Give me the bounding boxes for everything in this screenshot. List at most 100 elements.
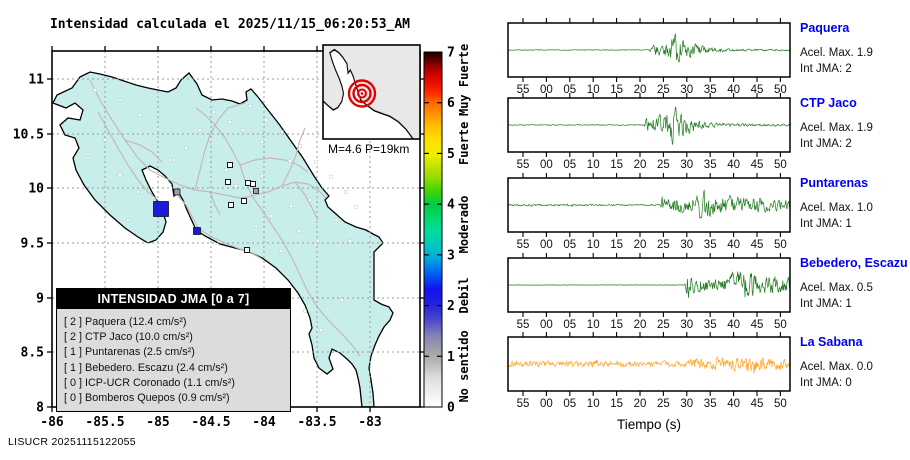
panel-x-tick-label: 25 xyxy=(657,239,670,251)
map-y-tick-label: 10.5 xyxy=(13,128,44,143)
panel-x-tick-label: 00 xyxy=(540,319,553,331)
magnitude-depth-label: M=4.6 P=19km xyxy=(328,142,409,156)
panel-x-tick-label: 30 xyxy=(680,159,693,171)
panel-x-tick-label: 00 xyxy=(540,239,553,251)
legend-entry: [ 2 ] CTP Jaco (10.0 cm/s²) xyxy=(64,331,193,344)
seismogram-trace-2 xyxy=(508,189,790,220)
colorbar-tick-label: 5 xyxy=(447,147,455,162)
panel-x-tick-label: 25 xyxy=(657,398,670,410)
station-dot xyxy=(126,218,130,222)
station-dot xyxy=(264,118,268,122)
station-dot xyxy=(234,184,238,188)
station-marker-int1 xyxy=(173,188,181,196)
panel-x-tick-label: 55 xyxy=(517,159,530,171)
intensity-legend: INTENSIDAD JMA [0 a 7] [ 2 ] Paquera (12… xyxy=(56,288,291,413)
panel-x-tick-label: 55 xyxy=(517,319,530,331)
station-acel-max: Acel. Max. 1.9 xyxy=(800,47,873,59)
panel-x-tick-label: 05 xyxy=(563,398,576,410)
panel-x-tick-label: 10 xyxy=(587,319,600,331)
station-dot xyxy=(103,138,107,142)
panel-x-tick-label: 50 xyxy=(774,84,787,96)
legend-entry: [ 0 ] Bomberos Quepos (0.9 cm/s²) xyxy=(64,392,230,405)
panel-x-tick-label: 20 xyxy=(634,398,647,410)
legend-title: INTENSIDAD JMA [0 a 7] xyxy=(57,289,290,309)
epicenter-icon xyxy=(352,83,372,104)
panel-x-tick-label: 40 xyxy=(727,239,740,251)
map-y-tick-label: 9 xyxy=(36,292,44,307)
panel-frame xyxy=(507,177,791,233)
map-x-tick-label: -84.5 xyxy=(191,415,230,430)
panel-x-tick-label: 10 xyxy=(587,159,600,171)
panel-x-tick-label: 25 xyxy=(657,159,670,171)
intensity-map: -86 -85.5 -85 -84.5 -84 -83.5 -831110.5109.598… xyxy=(13,44,471,430)
station-dot xyxy=(298,144,302,148)
panel-x-tick-label: 10 xyxy=(587,239,600,251)
panel-x-tick-label: 50 xyxy=(774,319,787,331)
panel-x-tick-label: 40 xyxy=(727,319,740,331)
station-dot xyxy=(138,113,142,117)
panel-x-tick-label: 05 xyxy=(563,239,576,251)
road-line xyxy=(281,127,306,187)
map-y-tick-label: 8.5 xyxy=(21,346,44,361)
panel-x-tick-label: 45 xyxy=(751,398,764,410)
legend-entry: [ 1 ] Bebedero. Escazu (2.4 cm/s²) xyxy=(64,361,228,374)
panel-x-tick-label: 05 xyxy=(563,159,576,171)
map-x-tick-label: -83.5 xyxy=(297,415,336,430)
road-line xyxy=(209,191,221,216)
station-dot xyxy=(314,160,318,164)
panel-x-tick-label: 35 xyxy=(704,398,717,410)
road-line xyxy=(251,195,361,357)
road-line xyxy=(89,79,253,199)
legend-entry: [ 2 ] Paquera (12.4 cm/s²) xyxy=(64,316,187,328)
station-acel-max: Acel. Max. 0.0 xyxy=(800,361,873,373)
road-line xyxy=(194,102,246,191)
map-x-tick-label: -86 xyxy=(40,415,64,430)
map-x-tick-label: -85 xyxy=(146,415,169,430)
station-dot xyxy=(348,239,352,243)
road-line xyxy=(195,107,253,197)
station-dot xyxy=(289,204,293,208)
station-dot xyxy=(184,146,188,150)
station-marker-open xyxy=(228,202,234,208)
station-dot xyxy=(329,175,333,179)
panel-x-tick-label: 25 xyxy=(657,319,670,331)
page-title: Intensidad calculada el 2025/11/15_06:20… xyxy=(49,17,411,32)
station-marker-open xyxy=(244,247,250,253)
station-dot xyxy=(228,120,232,124)
panel-x-tick-label: 00 xyxy=(540,159,553,171)
station-name: Bebedero, Escazu xyxy=(800,256,908,270)
panel-x-tick-label: 35 xyxy=(704,84,717,96)
panel-x-tick-label: 30 xyxy=(680,239,693,251)
map-y-tick-label: 11 xyxy=(28,73,44,88)
panel-frame xyxy=(507,336,791,392)
panel-x-tick-label: 10 xyxy=(587,84,600,96)
station-dot xyxy=(354,205,358,209)
x-axis-label: Tiempo (s) xyxy=(617,417,681,432)
panel-x-tick-label: 35 xyxy=(704,239,717,251)
station-int-jma: Int JMA: 0 xyxy=(800,377,852,389)
seismogram-panels: 55 00 05 10 15 20 25 30 35 40 45 50 Paquera Acel. Max… xyxy=(507,18,908,432)
station-dot xyxy=(303,309,307,313)
colorbar-tick-label: 0 xyxy=(447,401,455,416)
panel-x-tick-label: 10 xyxy=(587,398,600,410)
colorbar-category-label: Moderado xyxy=(457,196,471,254)
epicenter-icon xyxy=(357,88,367,99)
map-x-tick-label: -85.5 xyxy=(85,415,124,430)
station-dot xyxy=(260,140,264,144)
station-acel-max: Acel. Max. 0.5 xyxy=(800,282,873,294)
panel-x-tick-label: 30 xyxy=(680,84,693,96)
epicenter-icon xyxy=(347,79,377,108)
station-dot xyxy=(118,173,122,177)
seismogram-trace-1 xyxy=(508,106,790,145)
station-name: La Sabana xyxy=(800,335,864,349)
station-dot xyxy=(241,128,245,132)
station-dot xyxy=(93,88,97,92)
road-line xyxy=(124,139,163,163)
colorbar-category-label: Debil xyxy=(457,277,471,313)
panel-x-tick-label: 20 xyxy=(634,159,647,171)
station-int-jma: Int JMA: 2 xyxy=(800,138,852,150)
panel-x-tick-label: 30 xyxy=(680,319,693,331)
map-y-tick-label: 9.5 xyxy=(21,237,44,252)
seismogram-trace-4 xyxy=(508,355,790,374)
panel-x-tick-label: 55 xyxy=(517,84,530,96)
